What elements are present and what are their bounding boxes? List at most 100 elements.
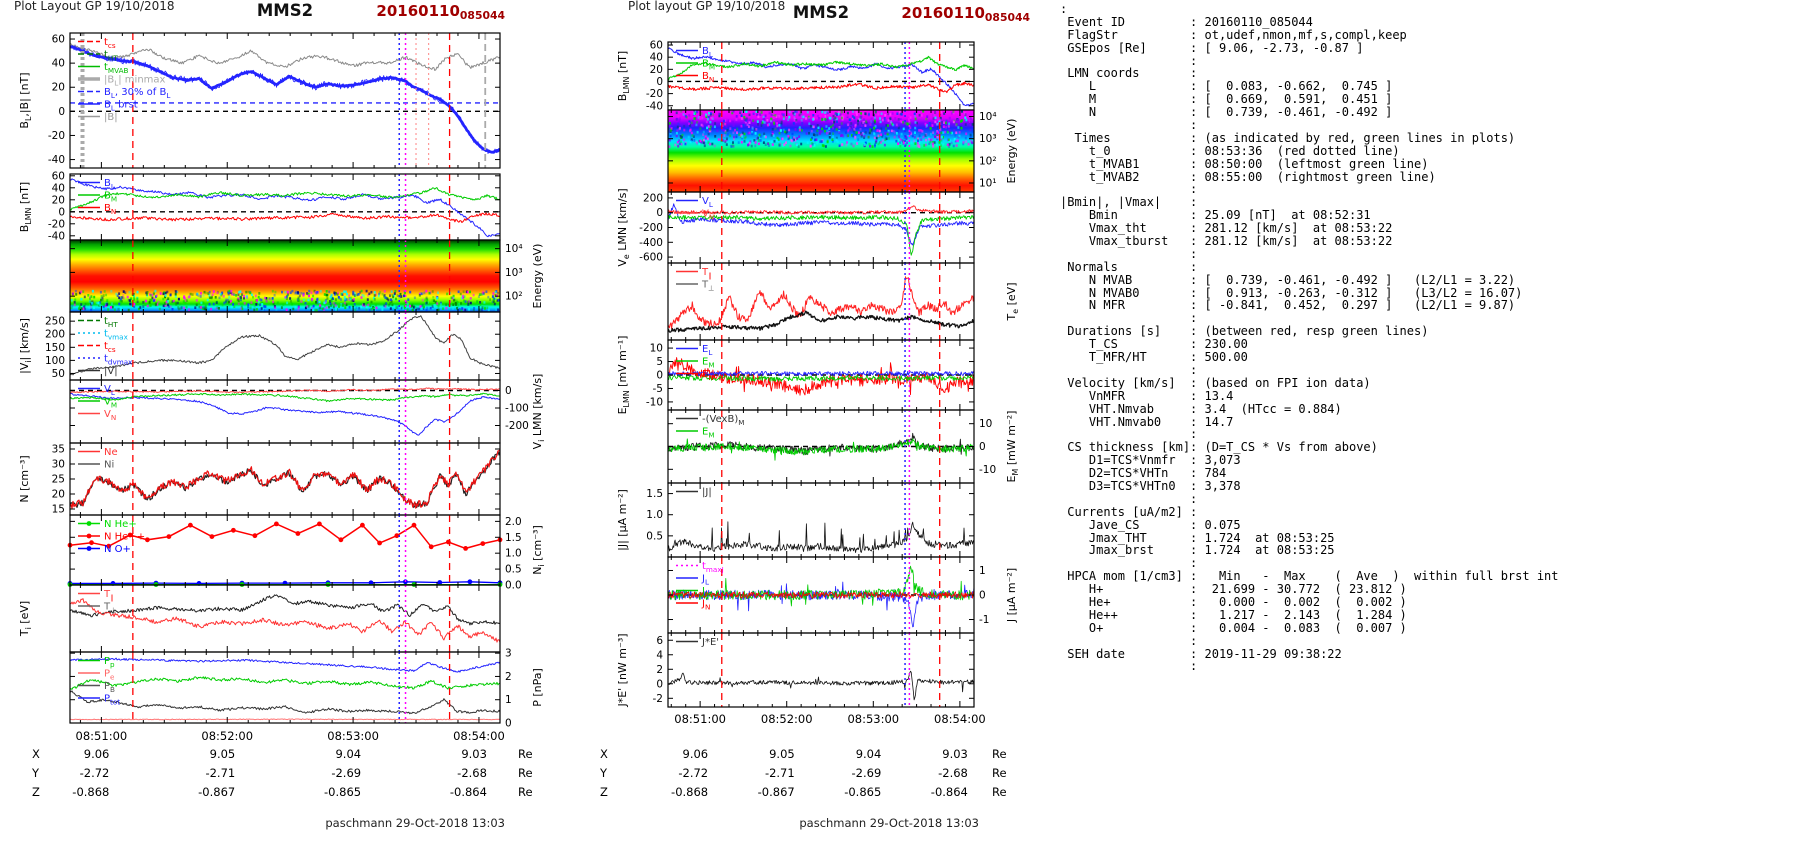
legend-label: tMVAB [104, 62, 128, 75]
legend-label: PB [104, 681, 115, 694]
legend-label: tcs [104, 341, 116, 354]
position-unit: Re [518, 747, 533, 761]
legend-label: |V| [104, 366, 118, 377]
legend-label: EL [702, 344, 712, 357]
y-axis-label: EM [mW m⁻²] [1005, 411, 1020, 483]
x-tick-label: 08:51:00 [76, 729, 128, 743]
y-tick-label: -20 [48, 218, 65, 230]
y-tick-label: 1.5 [505, 532, 522, 544]
legend-label: BN [702, 71, 714, 84]
info-line: M : [ 0.669, 0.591, 0.451 ] [1060, 92, 1393, 107]
info-line: : [1060, 2, 1068, 16]
x-tick-label: 08:54:00 [934, 712, 986, 726]
y-tick-label: 0.5 [505, 564, 522, 576]
info-line: Velocity [km/s] : (based on FPI ion data… [1060, 375, 1371, 390]
y-tick-label: -600 [639, 252, 663, 264]
credit-footer: paschmann 29-Oct-2018 13:03 [799, 816, 979, 830]
legend-label: tHT [104, 50, 118, 63]
x-tick-label: 08:52:00 [761, 712, 813, 726]
y-tick-label: 2 [656, 664, 663, 676]
y-axis-label: |Vi| [km/s] [18, 318, 33, 374]
position-row-label: Y [31, 766, 40, 780]
position-value: -2.69 [331, 766, 361, 780]
y-tick-label: 10 [979, 418, 992, 430]
info-line: N MFR : [ -0.841, 0.452, 0.297 ] (L2/L1 … [1060, 298, 1516, 313]
panel-density: 35 30 25 20 15 N [cm⁻³] Ne Ni [18, 442, 501, 516]
position-row-label: Z [32, 785, 40, 799]
legend-label: Pe [104, 669, 115, 682]
y-tick-label: 10³ [505, 267, 523, 279]
position-row-label: Z [600, 785, 608, 799]
y-tick-label: -2 [653, 693, 663, 705]
info-line: FlagStr : ot,udef,nmon,mf,s,compl,keep [1060, 27, 1407, 42]
position-row-label: Y [599, 766, 608, 780]
y-tick-label: -40 [48, 154, 65, 166]
info-line: LMN coords : [1060, 66, 1198, 81]
y-tick-label: 10⁴ [979, 111, 997, 123]
info-line: T_CS : 230.00 [1060, 337, 1248, 352]
legend-label: BL [104, 178, 115, 191]
y-tick-label: 60 [52, 34, 65, 46]
legend-label: EN [702, 369, 714, 382]
y-axis-label: BLMN [nT] [18, 182, 33, 232]
position-value: 9.05 [769, 747, 795, 761]
x-tick-label: 08:53:00 [327, 729, 379, 743]
position-value: 9.03 [461, 747, 487, 761]
x-tick-label: 08:53:00 [847, 712, 899, 726]
info-line: D3=TCS*VHTn0 : 3,378 [1060, 478, 1241, 493]
position-value: -0.865 [844, 785, 881, 799]
position-unit: Re [518, 785, 533, 799]
position-value: -2.69 [852, 766, 882, 780]
info-line: Times : (as indicated by red, green line… [1060, 130, 1516, 145]
position-value: -0.867 [198, 785, 235, 799]
legend-label: JN [701, 599, 710, 612]
position-unit: Re [992, 785, 1007, 799]
info-line: Event ID : 20160110_085044 [1060, 14, 1313, 29]
panel-current-magnitude: 1.5 1.0 0.5 |J| [µA m⁻²] |J| [616, 482, 975, 558]
position-value: -0.868 [72, 785, 109, 799]
y-tick-label: 10¹ [979, 177, 997, 189]
y-tick-label: 60 [650, 40, 663, 52]
info-line: t_MVAB1 : 08:50:00 (leftmost green line) [1060, 156, 1429, 171]
legend-label: tHT [104, 316, 118, 329]
info-line: : [1060, 246, 1198, 261]
position-unit: Re [992, 766, 1007, 780]
info-line: Jave_CS : 0.075 [1060, 517, 1241, 532]
y-tick-label: 4 [656, 649, 663, 661]
y-tick-label: 35 [52, 444, 65, 456]
y-axis-label: Te [eV] [1005, 283, 1020, 322]
legend-label: N O+ [104, 544, 131, 555]
info-line: HPCA mom [1/cm3] : Min - Max ( Ave ) wit… [1060, 569, 1559, 584]
y-tick-label: -1 [979, 614, 989, 626]
y-tick-label: 0 [58, 106, 65, 118]
legend-label: BM [104, 191, 117, 204]
info-line: : [1060, 659, 1198, 674]
legend-label: VM [104, 397, 117, 410]
info-line: N MVAB0 : [ 0.913, -0.263, -0.312 ] (L3/… [1060, 285, 1523, 300]
y-tick-label: 0 [979, 441, 986, 453]
info-line: Bmin : 25.09 [nT] at 08:52:31 [1060, 208, 1371, 223]
y-tick-label: 10⁴ [505, 243, 523, 255]
y-tick-label: 2.0 [505, 516, 522, 528]
left-figure: Plot Layout GP 19/10/2018 MMS2 20160110085… [0, 0, 555, 841]
y-tick-label: 0 [656, 370, 663, 382]
y-tick-label: 2 [505, 671, 512, 683]
position-value: -0.864 [450, 785, 487, 799]
y-tick-label: -400 [639, 237, 663, 249]
y-tick-label: 250 [45, 316, 65, 328]
y-axis-label: Vi LMN [km/s] [531, 374, 546, 450]
info-line: Currents [uA/m2] : [1060, 504, 1198, 519]
info-line: VHT.Nmvab : 3.4 (HTcc = 0.884) [1060, 401, 1342, 416]
position-value: -0.868 [671, 785, 708, 799]
info-line: Durations [s] : (between red, resp green… [1060, 324, 1429, 339]
legend-label: VL [104, 384, 115, 397]
info-line: D1=TCS*Vnmfr : 3,073 [1060, 453, 1241, 468]
legend-label: J*E' [701, 637, 719, 648]
y-tick-label: 20 [52, 194, 65, 206]
figure-title: MMS2 [257, 1, 313, 20]
legend-label: T∥ [701, 267, 712, 280]
